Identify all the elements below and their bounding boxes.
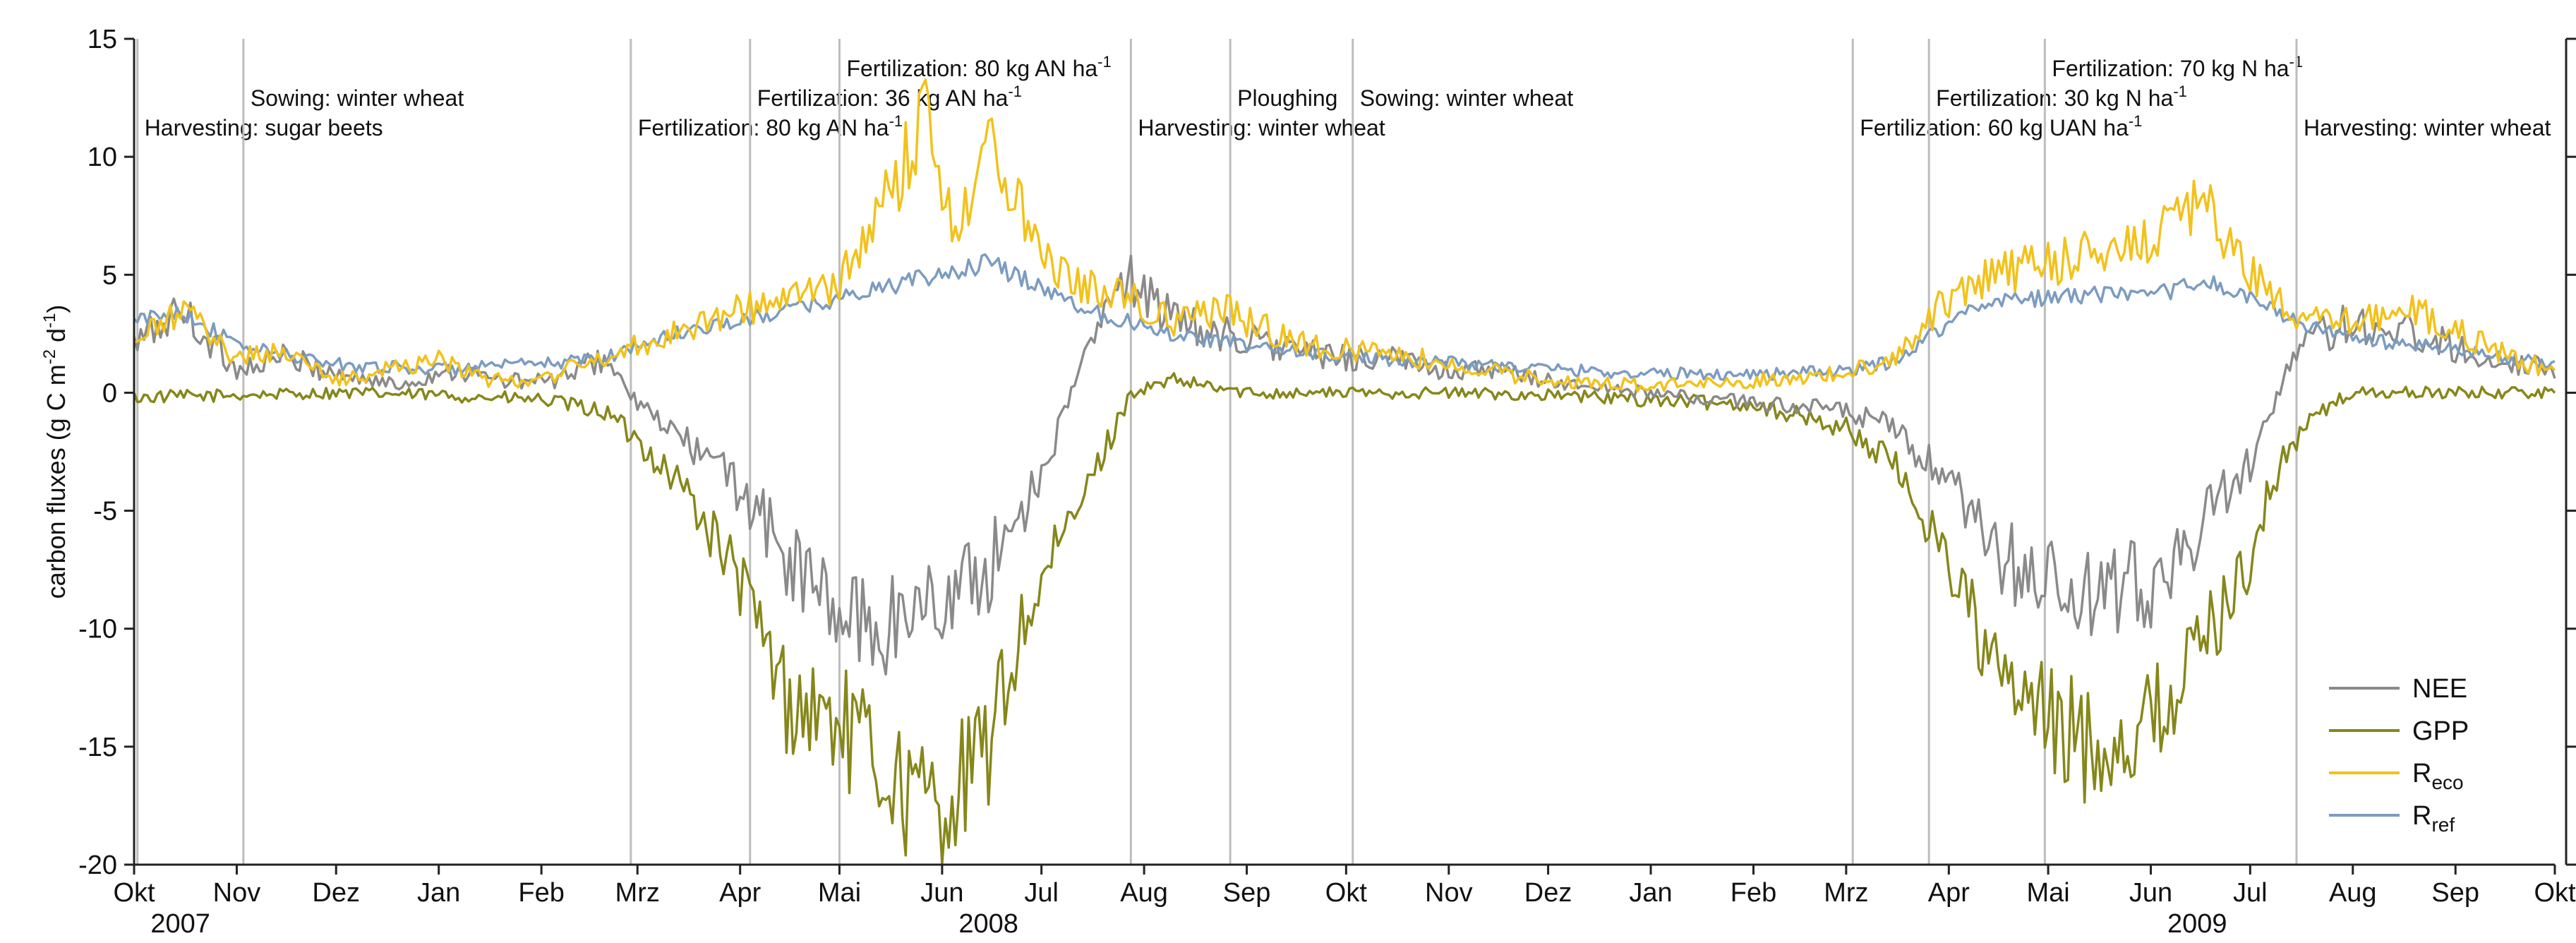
series-line-nee	[133, 254, 2556, 676]
x-tick-label: Okt	[2534, 878, 2576, 908]
year-label: 2007	[150, 909, 210, 939]
event-label: Sowing: winter wheat	[251, 85, 464, 111]
y-tick-label: -10	[78, 615, 117, 644]
event-label: Sowing: winter wheat	[1360, 85, 1573, 111]
series-line-gpp	[133, 372, 2556, 865]
y-axis-label: carbon fluxes (g C m-2 d-1)	[40, 305, 71, 599]
x-tick-label: Sep	[1223, 878, 1271, 908]
event-label: Fertilization: 80 kg AN ha-1	[638, 112, 903, 140]
x-tick-label: Dez	[312, 878, 360, 908]
x-tick-label: Mrz	[615, 878, 660, 908]
event-label: Harvesting: sugar beets	[145, 115, 383, 140]
y-tick-label: -20	[78, 851, 117, 880]
y-tick-label: -15	[78, 733, 117, 762]
event-label: Fertilization: 70 kg N ha-1	[2052, 53, 2303, 81]
y-tick-label: 5	[102, 260, 117, 290]
event-label: Ploughing	[1237, 85, 1337, 111]
x-tick-label: Jul	[2233, 878, 2268, 908]
x-tick-label: Feb	[518, 878, 564, 908]
x-tick-label: Apr	[1928, 878, 1970, 908]
y-tick-label: 15	[88, 25, 117, 54]
x-tick-label: Aug	[1120, 878, 1168, 908]
x-tick-label: Dez	[1524, 878, 1572, 908]
x-tick-label: Jan	[417, 878, 460, 908]
management-events: Harvesting: sugar beets Sowing: winter wh…	[136, 39, 2551, 865]
x-tick-label: Mrz	[1824, 878, 1868, 908]
y-tick-label: -5	[93, 497, 117, 527]
legend-label: GPP	[2412, 716, 2469, 746]
year-label: 2009	[2167, 909, 2227, 939]
x-tick-label: Nov	[213, 878, 261, 908]
flux-series	[133, 78, 2556, 865]
event-label: Fertilization: 80 kg AN ha-1	[846, 53, 1111, 81]
x-tick-label: Okt	[113, 878, 155, 908]
y-tick-label: 0	[102, 378, 117, 408]
x-tick-label: Okt	[1325, 878, 1368, 908]
x-tick-label: Nov	[1425, 878, 1473, 908]
axes	[133, 39, 2555, 866]
series-line-rref	[133, 253, 2556, 381]
x-tick-label: Apr	[719, 878, 761, 908]
event-label: Fertilization: 60 kg UAN ha-1	[1860, 112, 2142, 140]
x-tick-label: Jun	[2129, 878, 2172, 908]
y-tick-label: 10	[88, 143, 117, 172]
event-label: Harvesting: winter wheat	[2304, 115, 2551, 140]
event-label: Harvesting: winter wheat	[1138, 115, 1385, 140]
legend: NEE GPP Reco Rref	[2329, 674, 2469, 836]
event-label: Fertilization: 30 kg N ha-1	[1936, 83, 2187, 111]
x-tick-label: Jul	[1024, 878, 1059, 908]
event-label: Fertilization: 36 kg AN ha-1	[757, 83, 1022, 111]
x-tick-label: Aug	[2329, 878, 2377, 908]
year-label: 2008	[958, 909, 1018, 939]
legend-label: NEE	[2412, 674, 2467, 704]
x-tick-label: Feb	[1731, 878, 1776, 908]
x-tick-label: Sep	[2431, 878, 2479, 908]
x-tick-label: Mai	[2026, 878, 2069, 908]
x-tick-label: Jun	[920, 878, 963, 908]
x-tick-label: Mai	[818, 878, 861, 908]
legend-label: Reco	[2412, 759, 2464, 793]
x-tick-label: Jan	[1629, 878, 1672, 908]
legend-label: Rref	[2412, 801, 2455, 836]
series-line-reco	[133, 78, 2556, 393]
